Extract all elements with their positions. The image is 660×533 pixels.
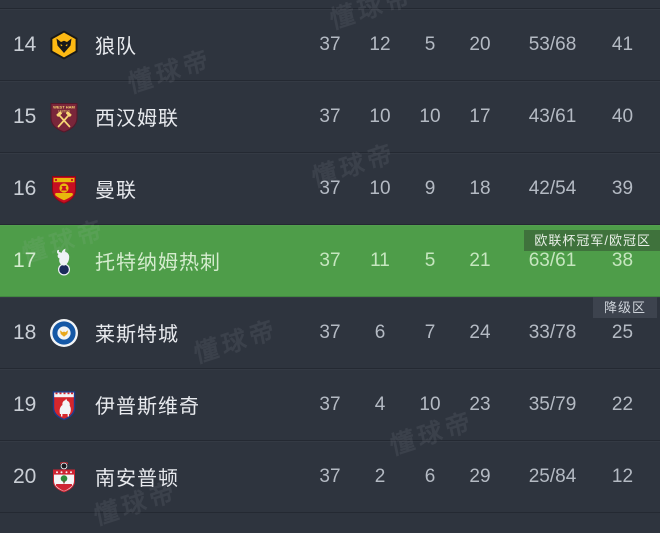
played-cell: 37 bbox=[319, 177, 341, 199]
goals-cell: 42/54 bbox=[528, 177, 577, 199]
played-cell: 37 bbox=[319, 393, 341, 415]
team-name: 莱斯特城 bbox=[95, 324, 179, 346]
table-row-highlighted[interactable]: 欧联杯冠军/欧冠区 17 托特纳姆热刺 37 11 5 21 63/61 38 bbox=[0, 225, 660, 297]
table-top-edge bbox=[0, 0, 660, 9]
points-cell: 22 bbox=[611, 393, 634, 415]
tottenham-crest-icon bbox=[48, 245, 80, 277]
played-cell: 37 bbox=[319, 465, 341, 487]
ipswich-crest-icon bbox=[48, 389, 80, 421]
goals-cell: 33/78 bbox=[528, 321, 577, 343]
wins-cell: 2 bbox=[374, 465, 386, 487]
draws-cell: 5 bbox=[424, 33, 436, 55]
table-row[interactable]: 14 狼队 37 12 5 20 53/68 41 bbox=[0, 9, 660, 81]
losses-cell: 24 bbox=[469, 321, 491, 343]
team-name: 西汉姆联 bbox=[95, 108, 179, 130]
points-cell: 40 bbox=[611, 105, 634, 127]
zone-label-europa: 欧联杯冠军/欧冠区 bbox=[524, 230, 660, 251]
points-cell: 41 bbox=[611, 33, 634, 55]
draws-cell: 10 bbox=[419, 105, 441, 127]
svg-text:WEST HAM: WEST HAM bbox=[53, 104, 75, 109]
played-cell: 37 bbox=[319, 33, 341, 55]
rank-cell: 16 bbox=[13, 176, 37, 200]
leicester-crest-icon bbox=[48, 317, 80, 349]
wins-cell: 4 bbox=[374, 393, 386, 415]
southampton-crest-icon bbox=[48, 461, 80, 493]
man-united-crest-icon bbox=[48, 173, 80, 205]
losses-cell: 20 bbox=[469, 33, 491, 55]
wolves-crest-icon bbox=[48, 29, 80, 61]
wins-cell: 10 bbox=[369, 177, 391, 199]
rank-cell: 18 bbox=[13, 320, 37, 344]
wins-cell: 12 bbox=[369, 33, 391, 55]
wins-cell: 6 bbox=[374, 321, 386, 343]
points-cell: 25 bbox=[611, 321, 634, 343]
rank-cell: 20 bbox=[13, 464, 37, 488]
played-cell: 37 bbox=[319, 105, 341, 127]
west-ham-crest-icon: WEST HAM UNITED bbox=[48, 101, 80, 133]
wins-cell: 10 bbox=[369, 105, 391, 127]
points-cell: 38 bbox=[611, 249, 634, 271]
wins-cell: 11 bbox=[370, 249, 390, 271]
team-name: 托特纳姆热刺 bbox=[95, 252, 221, 274]
league-table: 14 狼队 37 12 5 20 53/68 41 15 WEST HAM UN… bbox=[0, 0, 660, 513]
draws-cell: 7 bbox=[424, 321, 436, 343]
losses-cell: 21 bbox=[469, 249, 491, 271]
goals-cell: 63/61 bbox=[528, 249, 577, 271]
losses-cell: 29 bbox=[469, 465, 491, 487]
zone-label-relegation: 降级区 bbox=[592, 297, 657, 318]
draws-cell: 5 bbox=[424, 249, 436, 271]
rank-cell: 14 bbox=[13, 32, 37, 56]
team-name: 伊普斯维奇 bbox=[95, 396, 200, 418]
losses-cell: 23 bbox=[469, 393, 491, 415]
rank-cell: 15 bbox=[13, 104, 37, 128]
played-cell: 37 bbox=[319, 249, 341, 271]
team-name: 南安普顿 bbox=[95, 468, 179, 490]
draws-cell: 9 bbox=[424, 177, 436, 199]
draws-cell: 10 bbox=[419, 393, 441, 415]
table-row[interactable]: 降级区 18 莱斯特城 37 6 7 24 33/78 25 bbox=[0, 297, 660, 369]
table-row[interactable]: 15 WEST HAM UNITED 西汉姆联 37 10 10 17 43/6… bbox=[0, 81, 660, 153]
rank-cell: 19 bbox=[13, 392, 37, 416]
goals-cell: 25/84 bbox=[528, 465, 577, 487]
goals-cell: 35/79 bbox=[528, 393, 577, 415]
goals-cell: 53/68 bbox=[528, 33, 577, 55]
losses-cell: 18 bbox=[469, 177, 491, 199]
points-cell: 39 bbox=[611, 177, 634, 199]
losses-cell: 17 bbox=[469, 105, 491, 127]
points-cell: 12 bbox=[611, 465, 634, 487]
rank-cell: 17 bbox=[13, 248, 37, 272]
table-row[interactable]: 19 伊普斯维奇 37 4 10 23 35/79 22 bbox=[0, 369, 660, 441]
svg-text:UNITED: UNITED bbox=[58, 109, 71, 113]
table-row[interactable]: 20 南安普顿 37 2 6 29 25/84 12 bbox=[0, 441, 660, 513]
team-name: 狼队 bbox=[95, 36, 137, 58]
team-name: 曼联 bbox=[95, 180, 137, 202]
goals-cell: 43/61 bbox=[528, 105, 577, 127]
table-row[interactable]: 16 曼联 37 10 9 18 42/54 39 bbox=[0, 153, 660, 225]
played-cell: 37 bbox=[319, 321, 341, 343]
draws-cell: 6 bbox=[424, 465, 436, 487]
